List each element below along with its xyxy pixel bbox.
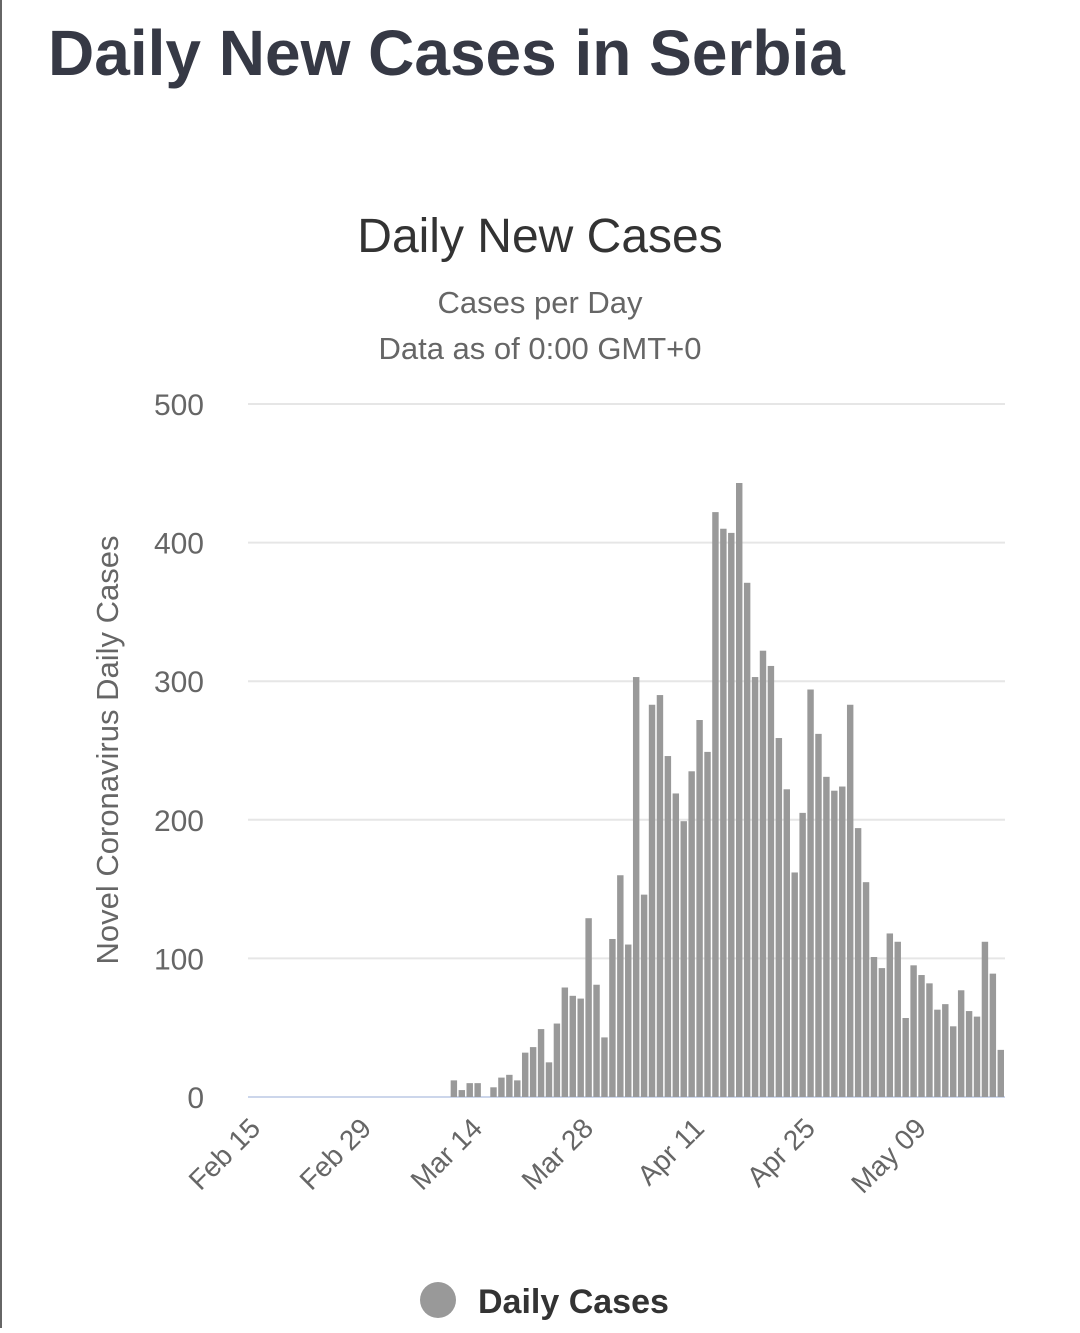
bar bbox=[561, 987, 569, 1097]
y-tick-label: 500 bbox=[154, 389, 204, 422]
bar bbox=[767, 665, 775, 1097]
bar bbox=[950, 1026, 957, 1097]
bar bbox=[585, 918, 592, 1097]
bar bbox=[609, 938, 616, 1097]
bar bbox=[807, 689, 814, 1097]
bar bbox=[601, 1037, 608, 1097]
bar bbox=[696, 720, 703, 1097]
bar bbox=[751, 677, 759, 1097]
bar bbox=[625, 944, 632, 1097]
bar bbox=[783, 789, 790, 1097]
bar bbox=[545, 1062, 553, 1097]
chart-subtitle: Data as of 0:00 GMT+0 bbox=[378, 331, 701, 366]
bar bbox=[466, 1083, 473, 1097]
y-tick-label: 300 bbox=[154, 666, 204, 699]
bar bbox=[458, 1090, 466, 1097]
bar bbox=[712, 512, 719, 1097]
x-tick-label: Apr 11 bbox=[631, 1112, 710, 1191]
x-tick-label: Feb 15 bbox=[183, 1112, 267, 1196]
bar bbox=[799, 812, 806, 1097]
y-tick-label: 400 bbox=[154, 528, 204, 561]
bar bbox=[823, 776, 830, 1097]
x-tick-label: Mar 28 bbox=[516, 1112, 600, 1196]
bar bbox=[878, 968, 886, 1097]
bar bbox=[997, 1049, 1004, 1097]
bar bbox=[450, 1080, 458, 1097]
bar bbox=[759, 650, 767, 1097]
legend-symbol bbox=[420, 1282, 456, 1318]
x-tick-label: May 09 bbox=[845, 1112, 932, 1199]
bar bbox=[593, 984, 600, 1097]
bar bbox=[529, 1047, 537, 1097]
y-axis-label: Novel Coronavirus Daily Cases bbox=[90, 536, 125, 965]
bar bbox=[688, 771, 695, 1097]
bar bbox=[815, 733, 822, 1097]
bar bbox=[537, 1029, 545, 1097]
chart-subtitle: Cases per Day bbox=[437, 285, 643, 320]
bar bbox=[490, 1087, 497, 1097]
y-tick-label: 0 bbox=[187, 1082, 204, 1115]
bar bbox=[846, 704, 854, 1097]
bar bbox=[736, 483, 743, 1097]
bar bbox=[981, 941, 989, 1097]
bar bbox=[957, 990, 965, 1097]
bar bbox=[648, 704, 656, 1097]
bar bbox=[926, 983, 933, 1097]
bar bbox=[506, 1074, 513, 1097]
bar bbox=[680, 821, 687, 1097]
legend-label[interactable]: Daily Cases bbox=[478, 1283, 669, 1321]
bar bbox=[656, 695, 664, 1097]
bar bbox=[720, 528, 727, 1097]
y-tick-label: 100 bbox=[154, 943, 204, 976]
bar bbox=[894, 941, 901, 1097]
bar bbox=[728, 532, 735, 1097]
bar bbox=[577, 998, 584, 1097]
bar bbox=[743, 582, 751, 1097]
bar bbox=[521, 1052, 529, 1097]
bar bbox=[664, 756, 672, 1097]
page-heading: Daily New Cases in Serbia bbox=[48, 17, 845, 89]
x-tick-label: Apr 25 bbox=[741, 1112, 821, 1192]
bar bbox=[854, 828, 862, 1097]
bar bbox=[839, 786, 846, 1097]
bar bbox=[973, 1016, 981, 1097]
bar bbox=[862, 882, 870, 1097]
bar bbox=[617, 875, 624, 1097]
x-tick-label: Mar 14 bbox=[405, 1112, 489, 1196]
bar bbox=[870, 957, 878, 1097]
bar bbox=[632, 677, 640, 1097]
bar bbox=[942, 1004, 949, 1097]
bar bbox=[886, 933, 894, 1097]
x-tick-label: Feb 29 bbox=[294, 1112, 378, 1196]
bar bbox=[553, 1023, 561, 1097]
bar bbox=[640, 894, 648, 1097]
bar bbox=[989, 973, 997, 1097]
bar bbox=[569, 995, 576, 1097]
bar bbox=[775, 738, 783, 1097]
bar bbox=[672, 793, 680, 1097]
bar bbox=[791, 872, 798, 1097]
bar bbox=[910, 965, 917, 1097]
bar bbox=[902, 1017, 909, 1097]
bar bbox=[965, 1011, 973, 1097]
bar bbox=[831, 790, 838, 1097]
bar bbox=[474, 1083, 481, 1097]
bar bbox=[498, 1077, 505, 1097]
bar bbox=[918, 975, 925, 1097]
bar bbox=[934, 1009, 941, 1097]
bar bbox=[514, 1080, 521, 1097]
y-tick-label: 200 bbox=[154, 805, 204, 838]
chart-title: Daily New Cases bbox=[357, 210, 722, 263]
bar bbox=[704, 751, 711, 1097]
